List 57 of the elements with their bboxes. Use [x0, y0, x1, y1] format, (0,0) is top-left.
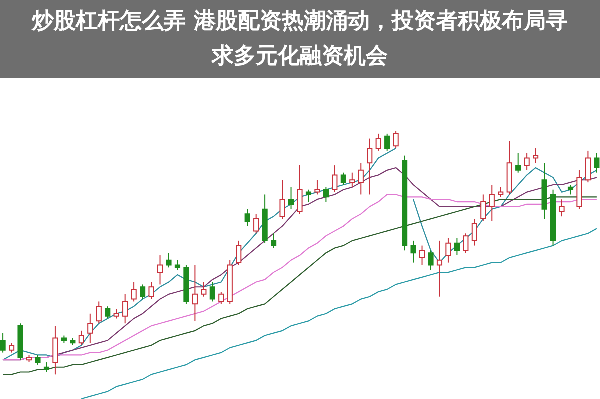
- candlestick: [314, 180, 320, 196]
- candlestick: [410, 240, 416, 264]
- candlestick: [9, 342, 15, 354]
- candlestick: [271, 233, 277, 249]
- candlestick: [350, 172, 356, 188]
- candlestick: [192, 264, 198, 322]
- candlestick: [306, 189, 312, 203]
- chart-title: 炒股杠杆怎么弄 港股配资热潮涌动，投资者积极布局寻求多元化融资机会: [0, 0, 600, 78]
- candlestick: [332, 165, 338, 193]
- candlestick: [463, 233, 469, 254]
- candlestick: [297, 165, 303, 215]
- candlestick: [236, 240, 242, 266]
- candlestick: [559, 199, 565, 218]
- candlestick: [210, 282, 216, 302]
- candlestick: [472, 218, 478, 246]
- candlestick: [358, 162, 364, 196]
- candlestick: [454, 238, 460, 256]
- candlestick: [96, 301, 102, 324]
- candlestick: [498, 186, 504, 198]
- candlestick: [157, 255, 164, 286]
- candlestick: [585, 150, 591, 184]
- candlestick: [533, 148, 539, 164]
- candlestick: [489, 184, 495, 222]
- candlestick: [148, 282, 154, 300]
- candlestick: [480, 194, 486, 222]
- candlestick: [131, 282, 137, 302]
- candlestick: [376, 133, 382, 152]
- candlestick: [88, 313, 94, 344]
- candlestick: [384, 133, 390, 152]
- candlestick: [393, 131, 399, 150]
- candlestick: [446, 238, 452, 264]
- candlestick: [568, 184, 574, 196]
- candlestick: [594, 152, 600, 174]
- candlestick: [436, 240, 443, 298]
- candlestick: [44, 362, 50, 373]
- candlestick: [78, 330, 84, 346]
- candlestick: [323, 186, 329, 203]
- candlestick: [105, 306, 111, 320]
- candlestick: [140, 284, 146, 300]
- candlestick: [516, 152, 522, 174]
- candlestick: [524, 152, 530, 171]
- candlestick: [280, 180, 286, 220]
- candlestick: [340, 172, 346, 186]
- candlestick: [367, 138, 373, 196]
- candlestick: [122, 294, 128, 324]
- candlestick: [201, 282, 207, 298]
- candlestick: [0, 332, 6, 354]
- candlestick: [166, 252, 172, 268]
- candlestick: [244, 208, 250, 227]
- candlestick: [218, 292, 224, 305]
- candlestick: [288, 186, 294, 210]
- candlestick: [254, 214, 260, 234]
- candlestick: [114, 308, 120, 320]
- candlestick: [174, 260, 181, 271]
- candlestick: [35, 354, 41, 366]
- candlestick: [419, 245, 426, 266]
- candlestick: [428, 250, 434, 271]
